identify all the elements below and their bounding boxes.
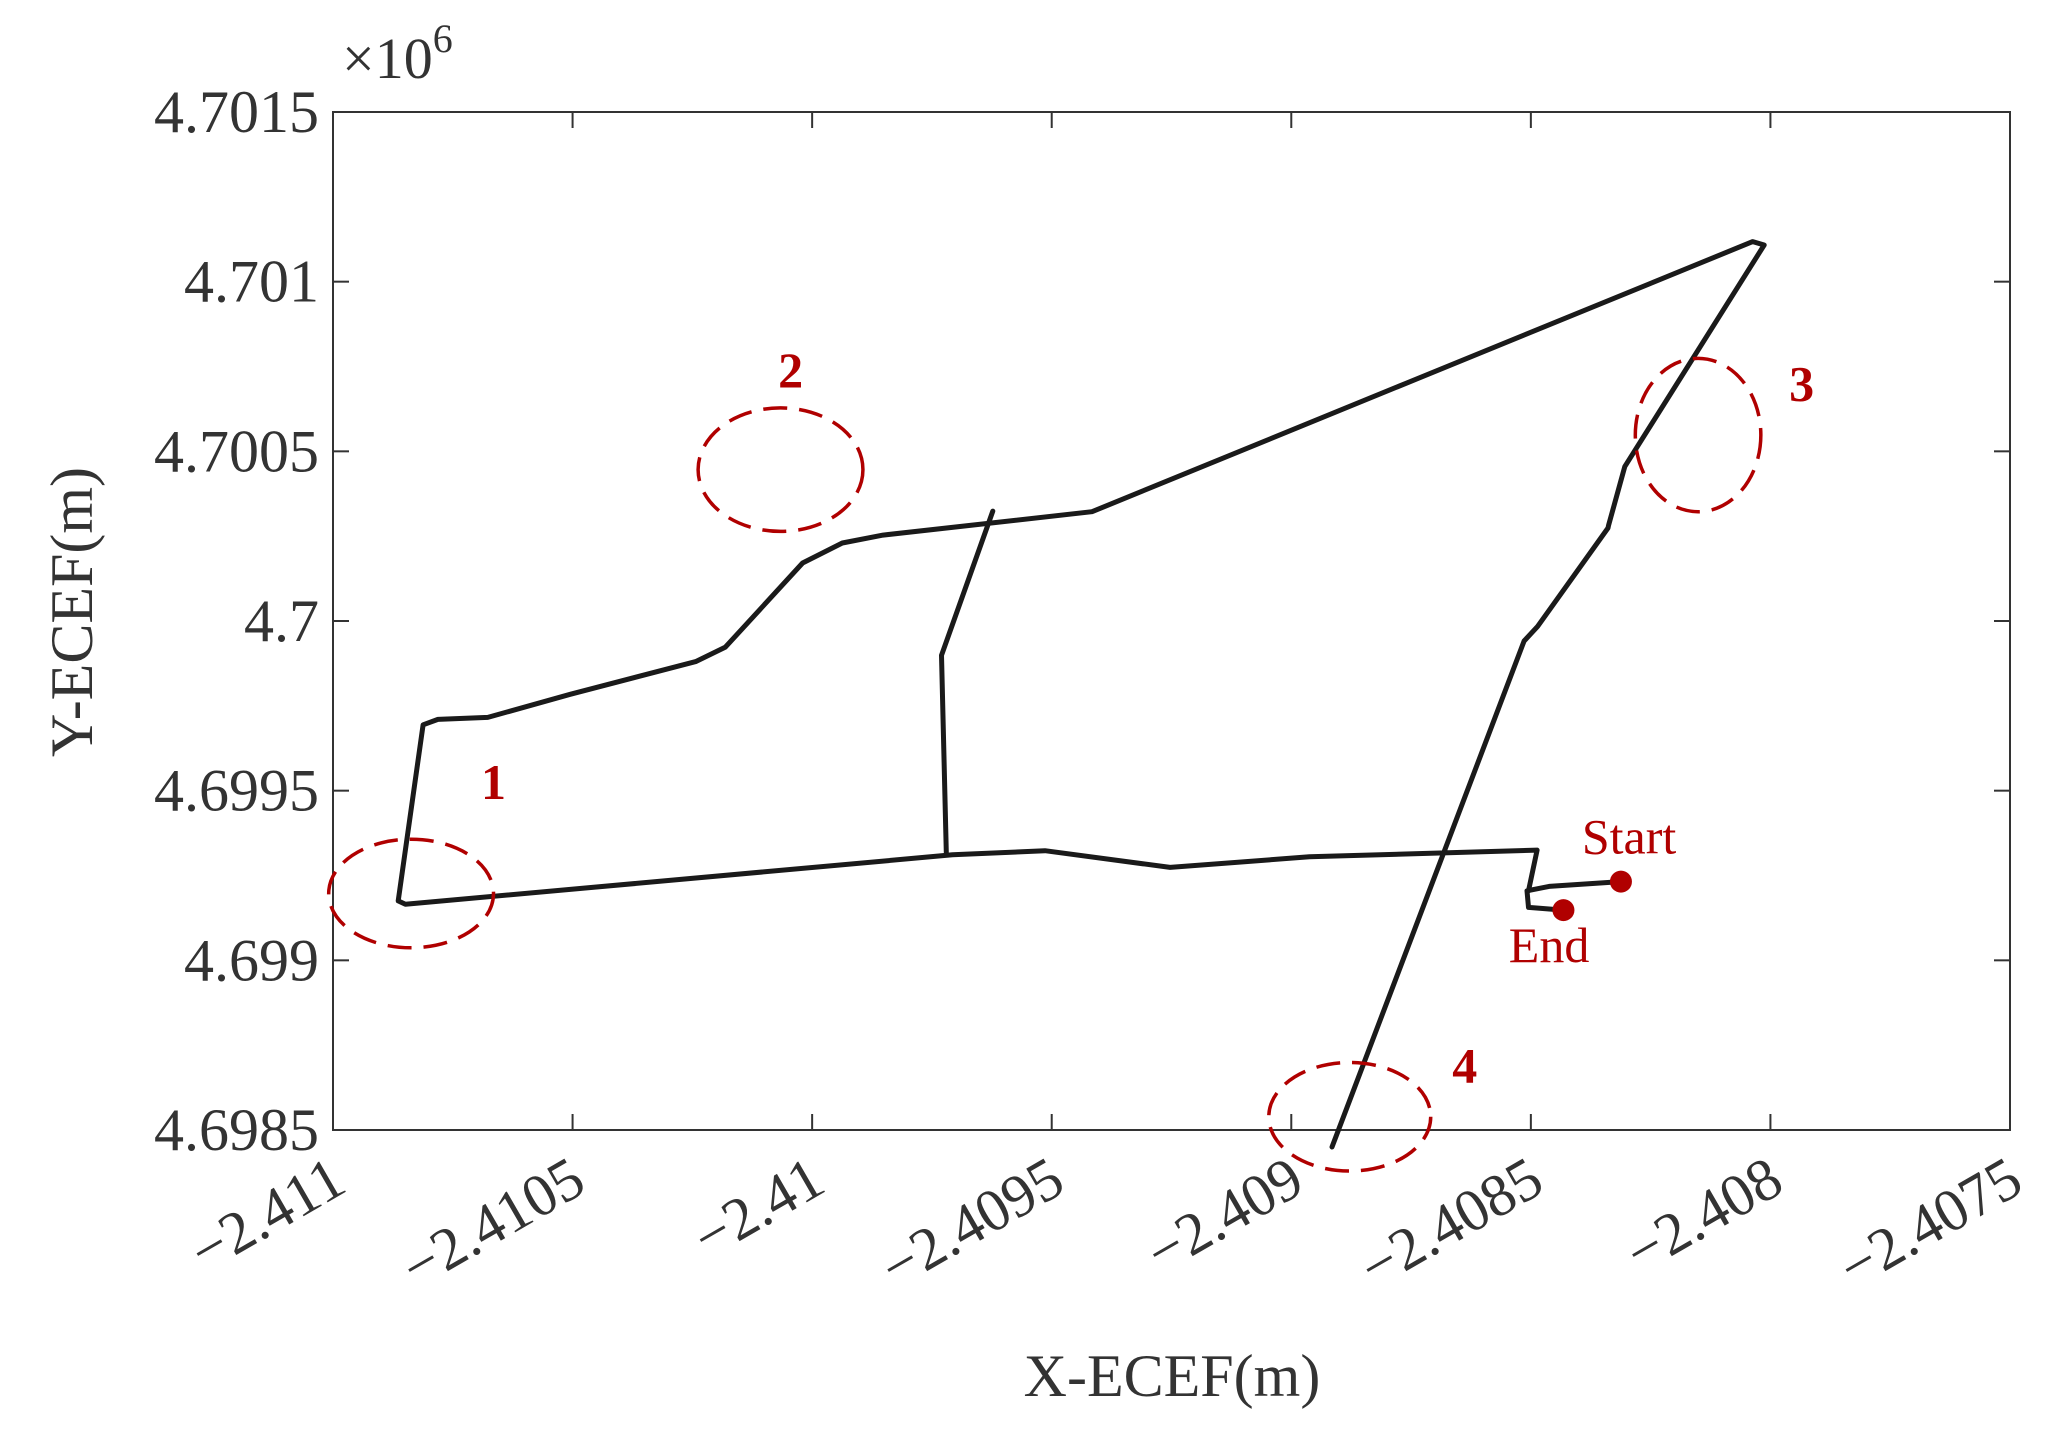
x-axis-title: X-ECEF(m): [1024, 1343, 1321, 1409]
annotation-ellipse-1: [326, 837, 496, 950]
y-axis-title: Y-ECEF(m): [39, 467, 105, 757]
trajectory-line: [395, 239, 1767, 1150]
y-axis-exponent-base: ×10: [342, 26, 433, 91]
annotation-label-1: 1: [481, 754, 506, 810]
y-tick-label: 4.7005: [154, 418, 319, 484]
y-tick-label: 4.6985: [154, 1097, 319, 1163]
trajectory-lines: [395, 239, 1767, 1150]
y-tick-label: 4.6995: [154, 758, 319, 824]
annotations: 1 2 3 4: [326, 342, 1814, 1173]
annotation-ellipse-3: [1633, 356, 1763, 514]
y-tick-label: 4.7: [244, 588, 319, 654]
annotation-label-4: 4: [1452, 1037, 1477, 1093]
trajectory-line: [939, 508, 996, 855]
annotation-ellipse-4: [1267, 1060, 1433, 1173]
end-marker: [1552, 899, 1575, 922]
annotation-ellipse-2: [696, 406, 865, 534]
y-tick-label: 4.699: [184, 927, 319, 993]
start-label: Start: [1582, 808, 1677, 864]
annotation-label-2: 2: [778, 342, 803, 398]
start-end-markers: Start End: [1509, 808, 1677, 973]
y-axis-exponent-power: 6: [433, 16, 453, 61]
y-tick-label: 4.7015: [154, 79, 319, 145]
y-tick-label: 4.701: [184, 249, 319, 315]
start-marker: [1609, 870, 1632, 893]
end-label: End: [1509, 917, 1590, 973]
y-axis-exponent: ×106: [342, 16, 453, 91]
annotation-label-3: 3: [1789, 355, 1814, 411]
